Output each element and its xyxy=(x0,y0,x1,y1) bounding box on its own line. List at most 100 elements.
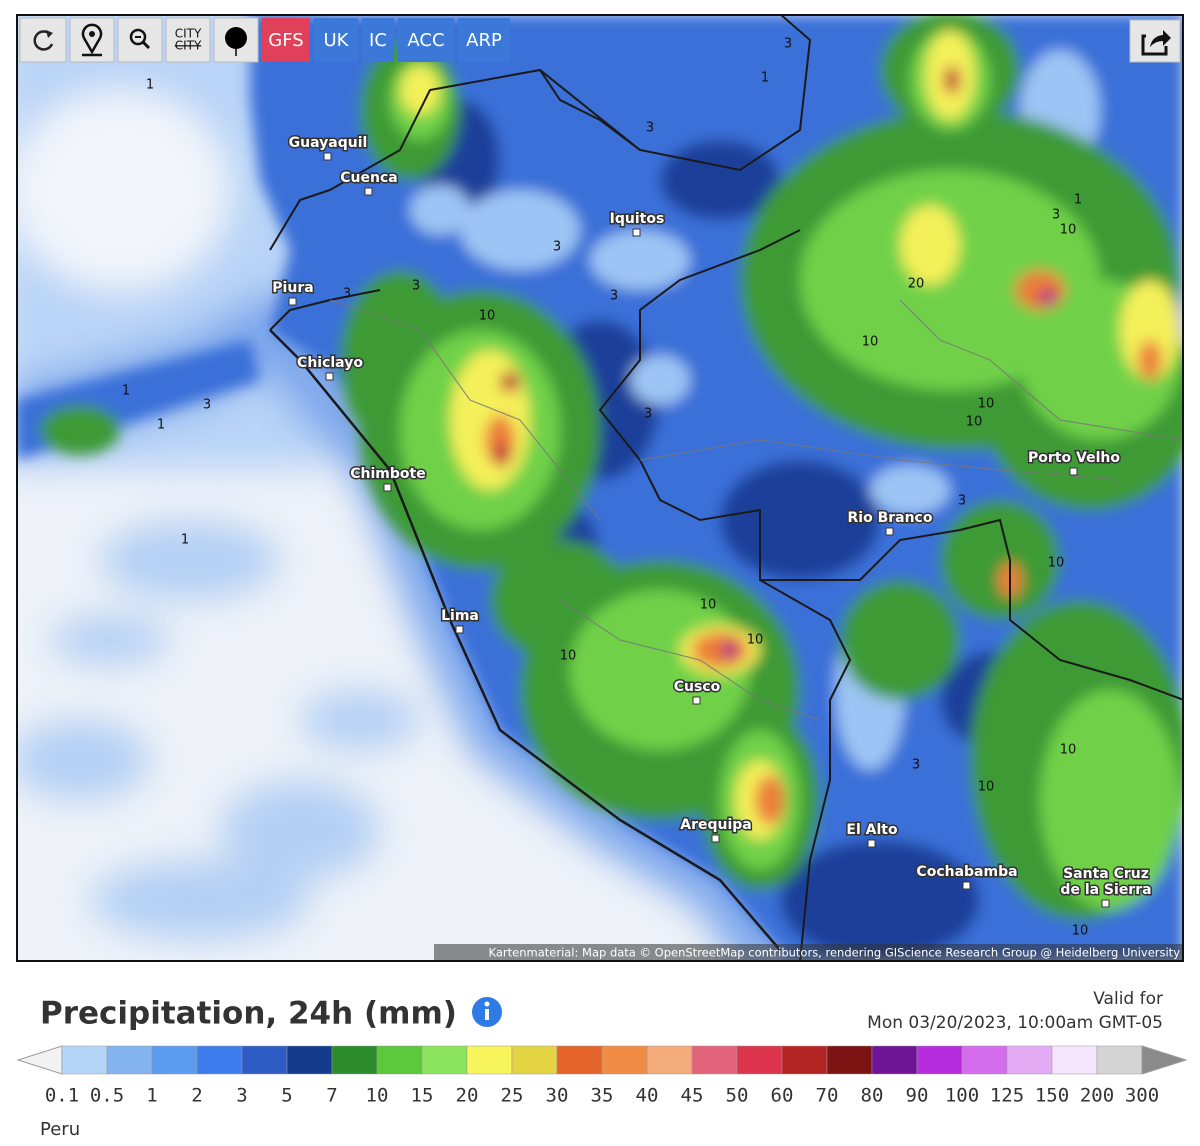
legend-label: 50 xyxy=(726,1085,749,1107)
contour-label: 1 xyxy=(1074,193,1082,208)
legend-label: 200 xyxy=(1080,1085,1114,1107)
land-field xyxy=(18,16,1182,960)
shade xyxy=(50,615,170,665)
city[interactable]: El Alto xyxy=(845,821,899,848)
contour-label: 10 xyxy=(1060,743,1077,758)
city-label: Iquitos xyxy=(610,211,665,227)
city[interactable]: Iquitos xyxy=(608,210,666,237)
legend-label: 30 xyxy=(546,1085,569,1107)
legend-label: 0.1 xyxy=(45,1085,79,1107)
model-button[interactable]: ARP xyxy=(458,18,510,62)
legend-swatch xyxy=(511,1045,558,1075)
city-marker xyxy=(885,527,894,536)
city[interactable]: Cuenca xyxy=(339,169,399,196)
city[interactable]: Guayaquil xyxy=(287,134,369,161)
city[interactable]: Chimbote xyxy=(349,465,427,492)
city-label: Santa Cruz xyxy=(1063,866,1149,882)
contour-label: 3 xyxy=(1052,208,1060,223)
city-label: Cuenca xyxy=(340,170,397,186)
legend-high-arrow xyxy=(1141,1045,1188,1075)
legend-label: 150 xyxy=(1035,1085,1069,1107)
contour-label: 3 xyxy=(343,287,351,302)
share-button[interactable] xyxy=(1129,19,1181,63)
city-label: Piura xyxy=(272,280,313,296)
legend-label: 35 xyxy=(591,1085,614,1107)
rain-area xyxy=(1120,280,1180,380)
city-marker xyxy=(323,152,332,161)
legend-swatch xyxy=(1006,1045,1053,1075)
valid-time: Mon 03/20/2023, 10:00am GMT-05 xyxy=(867,1013,1163,1033)
model-button-bg xyxy=(458,18,510,62)
city[interactable]: Piura xyxy=(271,279,315,306)
contour-label: 10 xyxy=(747,633,764,648)
refresh-button[interactable] xyxy=(19,17,67,63)
city-marker xyxy=(632,228,641,237)
city-marker xyxy=(1101,899,1110,908)
city-label: Cochabamba xyxy=(916,864,1017,880)
map[interactable]: Guayaquil Cuenca Iquitos Piura Chiclayo Chimb… xyxy=(0,0,1200,962)
contour-label: 10 xyxy=(1060,223,1077,238)
contour-label: 3 xyxy=(912,758,920,773)
city[interactable]: Porto Velho xyxy=(1027,449,1122,476)
legend: 0.1 0.5 1 2 3 5 7 10 15 20 25 30 35 40 45 50 60 70 80 90 100… xyxy=(16,1045,1188,1107)
city-toggle-button[interactable]: CITY CITY xyxy=(165,17,211,63)
city[interactable]: Cochabamba xyxy=(915,863,1019,890)
rain-area xyxy=(460,190,580,270)
contour-label: 10 xyxy=(479,309,496,324)
info-button[interactable] xyxy=(472,997,502,1027)
rain-area xyxy=(944,66,960,94)
rain-area xyxy=(500,372,520,392)
city-label: Lima xyxy=(441,608,479,624)
legend-swatch xyxy=(871,1045,918,1075)
city-marker xyxy=(383,483,392,492)
legend-swatch xyxy=(961,1045,1008,1075)
city-marker xyxy=(1069,467,1078,476)
rain-area xyxy=(1040,690,1180,910)
model-label: IC xyxy=(369,30,387,51)
legend-label: 7 xyxy=(326,1085,337,1107)
city[interactable]: Rio Branco xyxy=(846,509,934,536)
contour-label: 10 xyxy=(1048,556,1065,571)
legend-label: 1 xyxy=(146,1085,157,1107)
legend-swatch xyxy=(421,1045,468,1075)
legend-label: 300 xyxy=(1125,1085,1159,1107)
city[interactable]: Chiclayo xyxy=(296,354,365,381)
model-button[interactable]: UK xyxy=(314,18,358,62)
model-button[interactable]: ACC xyxy=(398,18,454,62)
model-button[interactable]: GFS xyxy=(262,18,310,62)
rain-area xyxy=(494,443,510,467)
model-button-bg xyxy=(398,18,454,62)
shade xyxy=(220,780,380,880)
location-button[interactable] xyxy=(69,17,115,63)
rain-area xyxy=(840,580,960,700)
rain-area xyxy=(1042,293,1054,301)
city[interactable]: Arequipa xyxy=(679,816,753,843)
legend-swatch xyxy=(151,1045,198,1075)
legend-label: 0.5 xyxy=(90,1085,124,1107)
rain-area xyxy=(726,644,734,656)
city[interactable]: Cusco xyxy=(672,678,722,705)
shade xyxy=(18,720,150,800)
dot-button[interactable] xyxy=(213,17,259,63)
city-label: Arequipa xyxy=(680,817,752,833)
legend-label: 100 xyxy=(945,1085,979,1107)
title: Precipitation, 24h (mm) xyxy=(40,996,457,1032)
legend-swatch xyxy=(736,1045,783,1075)
model-button[interactable]: IC xyxy=(362,18,394,62)
rain-area xyxy=(900,205,960,285)
model-button-bg xyxy=(314,18,358,62)
contour-label: 3 xyxy=(958,494,966,509)
legend-label: 45 xyxy=(681,1085,704,1107)
city-marker xyxy=(364,187,373,196)
valid-label: Valid for xyxy=(1093,989,1163,1009)
city[interactable]: Lima xyxy=(440,607,480,634)
model-label: ARP xyxy=(466,30,502,51)
legend-swatch xyxy=(466,1045,513,1075)
legend-label: 90 xyxy=(906,1085,929,1107)
city-marker xyxy=(962,881,971,890)
city-label: CITY xyxy=(175,27,202,41)
zoom-out-button[interactable] xyxy=(117,17,163,63)
